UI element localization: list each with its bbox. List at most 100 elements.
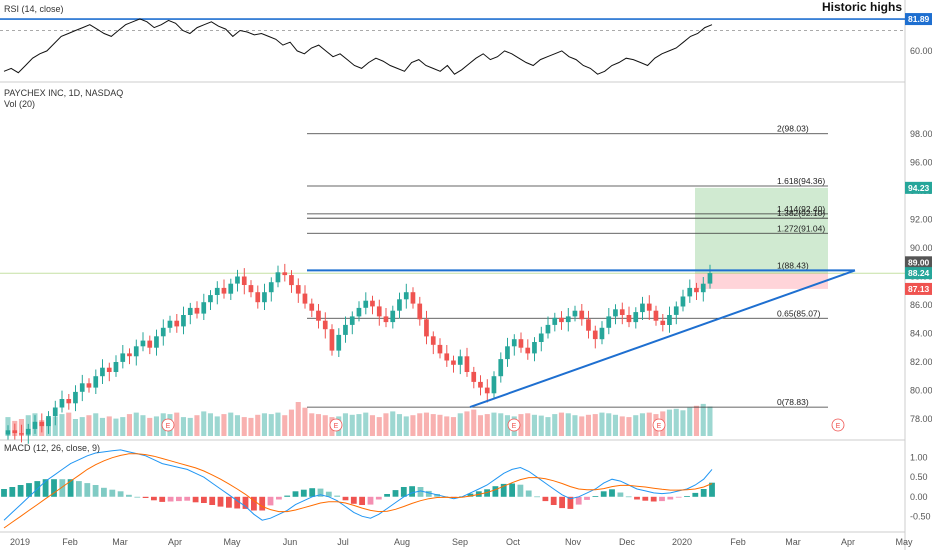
volume-bar [538,415,544,436]
volume-bar [396,414,402,436]
rsi-level-badge [905,13,932,26]
candle-body [19,433,24,435]
candle-body [160,327,166,337]
macd-histogram-bar [667,496,674,500]
macd-histogram-bar [242,496,249,509]
candle-body [12,430,18,434]
macd-histogram-bar [384,494,390,497]
price-badge [905,282,932,295]
volume-bar [342,413,348,436]
candle-body [599,327,605,340]
macd-histogram-bar [575,496,582,505]
macd-layer [1,449,715,529]
candle-body [147,340,153,348]
macd-histogram-bar [342,496,349,501]
signal-line [3,453,713,529]
volume-bar [241,417,247,436]
rsi-panel-label[interactable]: RSI (14, close) [4,4,64,14]
macd-histogram-bar [409,486,415,497]
volume-bar [504,415,510,436]
candle-body [167,320,173,328]
volume-bar [457,413,463,436]
volume-bar [585,414,591,436]
macd-histogram-bar [101,487,107,497]
fib-level-label: 1.272(91.04) [777,223,825,233]
fib-level-label: 1.382(92.10) [777,208,825,218]
macd-histogram-bar [509,483,515,497]
candle-body [579,310,585,320]
price-tick-label: 92.00 [910,215,932,225]
candle-body [113,362,119,372]
historic-highs-annotation: Historic highs [822,0,902,14]
candle-body [633,312,639,323]
volume-bar [531,414,537,436]
time-tick-label: May [223,537,241,547]
volume-bar [552,414,558,436]
volume-bar [450,417,456,436]
candle-body [46,416,51,427]
macd-histogram-bar [267,496,274,506]
time-tick-label: Oct [506,537,521,547]
volume-bar [612,414,618,436]
macd-histogram-bar [325,491,332,497]
volume-bar [309,413,315,436]
rsi-tick-label: 60.00 [910,46,932,56]
volume-bar [126,414,132,436]
volume-bar [52,416,58,436]
price-tick-label: 78.00 [910,414,932,424]
macd-histogram-bar [617,492,624,497]
candle-body [640,303,645,313]
volume-bar [518,414,524,436]
macd-histogram-bar [642,496,649,501]
fib-level-label: 1(88.43) [777,260,809,270]
volume-bar [106,416,112,436]
candle-body [140,340,146,347]
candle-body [390,310,396,323]
candle-body [451,360,456,365]
price-tick-label: 90.00 [910,243,932,253]
volume-bar [153,416,159,436]
candle-body [79,383,85,392]
volume-bar [59,414,65,436]
macd-histogram-bar [209,496,216,505]
candle-body [221,287,227,294]
price-tick-label: 96.00 [910,158,932,168]
macd-histogram-bar [584,496,590,500]
macd-histogram-bar [317,488,324,497]
price-tick-label: 98.00 [910,129,932,139]
macd-histogram-bar [176,496,182,502]
candle-body [505,346,510,360]
rsi-line [3,18,713,75]
volume-bar [295,402,301,436]
candle-body [39,421,45,427]
macd-histogram-bar [126,494,132,497]
price-panel-label[interactable]: PAYCHEX INC, 1D, NASDAQ [4,88,123,98]
volume-bar [565,413,571,436]
volume-bar [194,415,200,436]
candle-body [397,299,402,311]
candle-body [700,283,706,293]
macd-histogram-bar [17,485,24,497]
macd-histogram-bar [184,496,191,501]
macd-panel-label[interactable]: MACD (12, 26, close, 9) [4,443,100,453]
macd-histogram-bar [226,496,232,508]
macd-histogram-bar [117,491,124,497]
macd-histogram-bar [142,496,149,498]
candle-body [100,367,105,377]
candle-body [187,307,193,315]
candle-body [538,333,544,342]
candle-body [86,383,92,388]
price-badge-text: 88.24 [908,268,930,278]
candle-body [707,273,713,284]
macd-histogram-bar [534,496,540,498]
volume-panel-label[interactable]: Vol (20) [4,99,35,109]
candle-body [383,316,389,323]
macd-histogram-bar [500,483,507,497]
volume-bar [430,414,436,436]
candle-body [32,421,38,429]
volume-bar [626,417,632,436]
volume-bar [579,416,585,436]
volume-bar [383,413,389,436]
candle-body [410,292,416,304]
